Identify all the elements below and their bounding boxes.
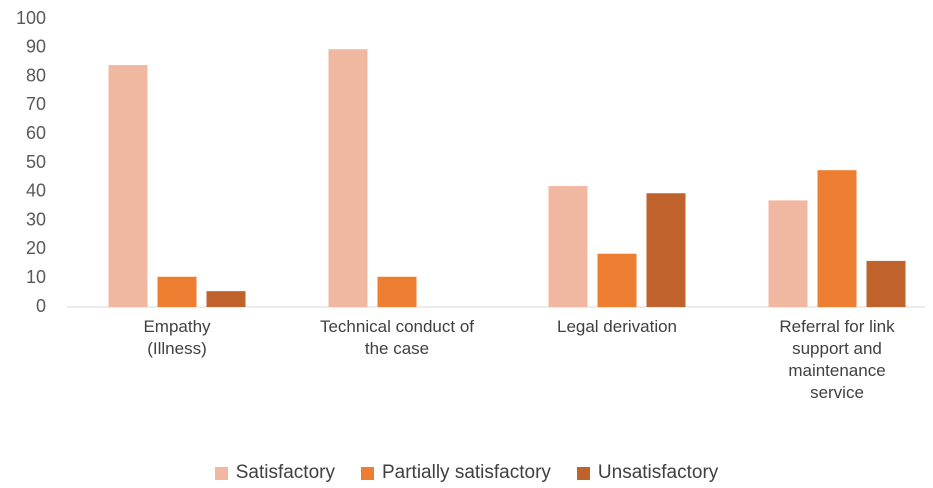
y-tick-label: 30 <box>26 209 46 229</box>
legend-label: Satisfactory <box>235 462 335 483</box>
x-tick-label: Referral for link support and maintenanc… <box>779 317 895 402</box>
bar <box>206 291 246 307</box>
y-tick-label: 100 <box>16 8 46 28</box>
y-tick-label: 0 <box>36 296 46 316</box>
y-tick-label: 40 <box>26 181 46 201</box>
bar <box>328 49 368 308</box>
bar <box>597 253 637 307</box>
bar <box>548 186 588 307</box>
bar <box>377 276 417 307</box>
x-tick-label: Technical conduct of the case <box>319 317 475 358</box>
legend-swatch <box>360 466 374 480</box>
bar <box>108 65 148 307</box>
x-tick-label: Empathy (Illness) <box>143 317 211 358</box>
legend-swatch <box>576 466 590 480</box>
y-tick-label: 60 <box>26 123 46 143</box>
legend-swatch <box>214 466 228 480</box>
y-tick-label: 10 <box>26 267 46 287</box>
bar <box>157 276 197 307</box>
bar <box>866 260 906 307</box>
legend-label: Unsatisfactory <box>597 462 719 483</box>
bar <box>768 200 808 307</box>
y-tick-label: 70 <box>26 94 46 114</box>
y-tick-label: 50 <box>26 152 46 172</box>
y-tick-label: 90 <box>26 37 46 57</box>
y-tick-label: 80 <box>26 65 46 85</box>
bar <box>817 170 857 307</box>
legend-item: Satisfactory <box>214 462 335 484</box>
bar <box>646 193 686 307</box>
y-tick-label: 20 <box>26 238 46 258</box>
legend-item: Unsatisfactory <box>576 462 719 484</box>
x-tick-label: Legal derivation <box>556 317 678 336</box>
legend-label: Partially satisfactory <box>381 462 551 483</box>
legend-item: Partially satisfactory <box>360 462 551 484</box>
legend: Satisfactory Partially satisfactory Unsati… <box>0 462 933 484</box>
